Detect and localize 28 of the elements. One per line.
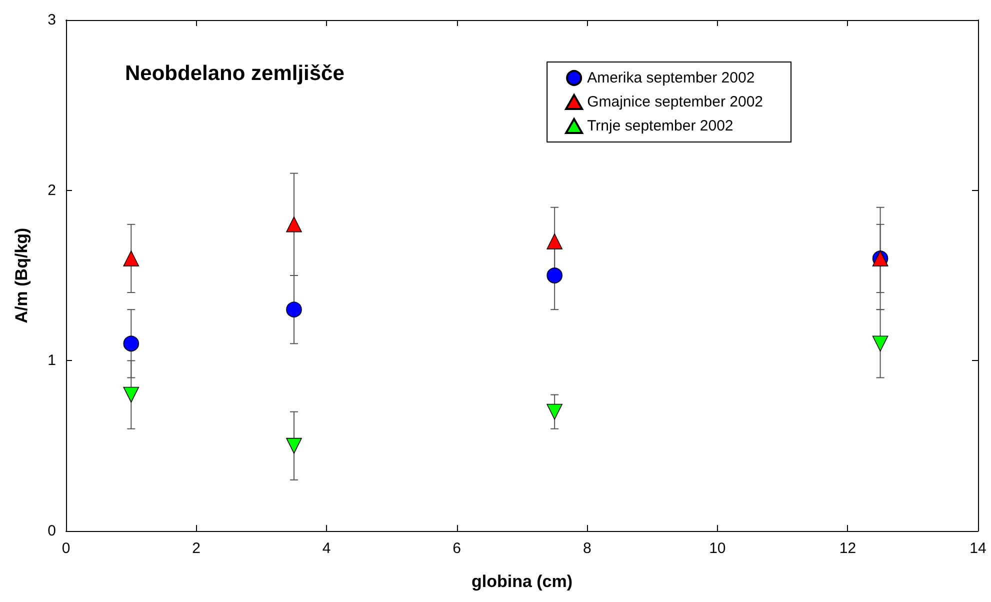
y-tick-label: 1 [48,352,56,370]
x-axis-title: globina (cm) [471,572,573,591]
y-tick-label: 3 [48,12,56,28]
point [286,302,302,318]
point [872,336,888,352]
legend-label: Amerika september 2002 [587,70,755,86]
text: Neobdelano zemljišče [125,62,344,85]
y-axis-title: A/m (Bq/kg) [12,228,31,324]
point [123,250,140,266]
x-tick-label: 2 [192,540,200,557]
legend-label: Gmajnice september 2002 [587,94,764,110]
x-tick-label: 0 [62,540,70,557]
x-tick-label: 12 [839,540,856,557]
y-tick-label: 2 [48,182,56,199]
point [546,268,562,284]
point [123,336,140,352]
x-tick-label: 10 [709,540,726,557]
point [123,386,140,403]
point [286,216,302,232]
point [546,404,562,420]
x-tick-label: 6 [452,540,462,557]
x-tick-label: 14 [970,540,986,557]
point [286,438,302,454]
point [546,234,562,250]
x-tick-label: 4 [322,540,331,557]
x-tick-label: 8 [582,540,592,557]
y-tick-label: 0 [48,522,56,540]
legend-label: Trnje september 2002 [587,118,734,134]
